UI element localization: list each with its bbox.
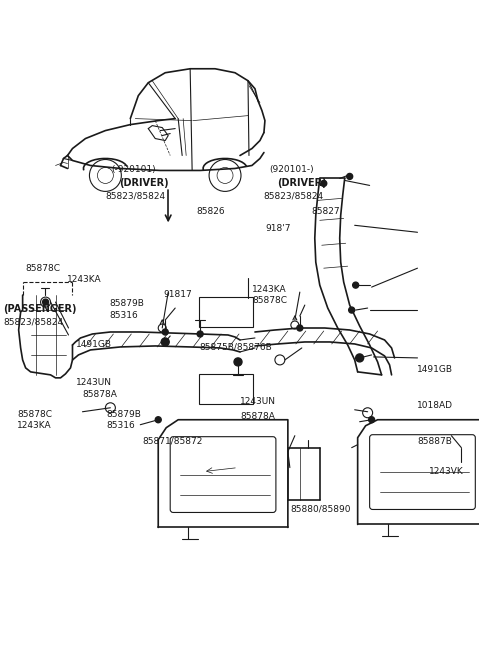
Text: 85823/85824: 85823/85824 xyxy=(263,192,323,200)
Text: (920101-): (920101-) xyxy=(270,166,314,175)
FancyBboxPatch shape xyxy=(199,374,253,404)
Text: 1243UN: 1243UN xyxy=(76,378,112,387)
Text: 91817: 91817 xyxy=(163,290,192,299)
Text: 85316: 85316 xyxy=(110,311,139,320)
Text: 85879B: 85879B xyxy=(106,411,141,419)
Circle shape xyxy=(43,299,48,305)
Circle shape xyxy=(356,354,364,362)
Circle shape xyxy=(369,417,374,422)
Text: 85823/85824: 85823/85824 xyxy=(105,192,165,200)
Text: 1243KA: 1243KA xyxy=(17,421,52,430)
Text: 85826: 85826 xyxy=(196,208,225,216)
Text: 1018AD: 1018AD xyxy=(417,401,453,411)
Text: 1243UN: 1243UN xyxy=(240,397,276,407)
Text: 85887B: 85887B xyxy=(417,437,452,445)
Text: (DRIVER): (DRIVER) xyxy=(120,178,169,188)
Text: 1243KA: 1243KA xyxy=(252,284,287,294)
Circle shape xyxy=(353,282,359,288)
Circle shape xyxy=(348,307,355,313)
Text: 85880/85890: 85880/85890 xyxy=(290,504,351,513)
Text: 1491GB: 1491GB xyxy=(76,340,112,350)
Text: 1491GB: 1491GB xyxy=(417,365,453,374)
Text: 85878C: 85878C xyxy=(252,296,287,306)
FancyBboxPatch shape xyxy=(370,435,475,509)
FancyBboxPatch shape xyxy=(170,437,276,512)
Circle shape xyxy=(321,181,327,187)
Circle shape xyxy=(234,358,242,366)
Circle shape xyxy=(197,331,203,337)
Text: 85871/85872: 85871/85872 xyxy=(142,437,202,445)
Text: 918'7: 918'7 xyxy=(265,225,290,233)
Text: 85878A: 85878A xyxy=(82,390,117,399)
Text: 85878A: 85878A xyxy=(240,413,275,421)
Text: 1243VK: 1243VK xyxy=(429,467,464,476)
Text: 85823/85824: 85823/85824 xyxy=(3,317,63,327)
Text: 85827: 85827 xyxy=(312,208,340,216)
Text: 85875B/85876B: 85875B/85876B xyxy=(199,342,272,351)
Text: (DRIVER): (DRIVER) xyxy=(277,178,327,188)
Circle shape xyxy=(347,173,353,179)
Text: (PASSENGER): (PASSENGER) xyxy=(3,304,77,314)
Text: 85316: 85316 xyxy=(106,421,135,430)
FancyBboxPatch shape xyxy=(199,297,253,327)
Circle shape xyxy=(162,329,168,335)
Circle shape xyxy=(297,325,303,331)
Text: 85878C: 85878C xyxy=(25,263,60,273)
Text: (-920101): (-920101) xyxy=(112,166,156,175)
Circle shape xyxy=(161,338,169,346)
Circle shape xyxy=(155,417,161,422)
Text: 85879B: 85879B xyxy=(110,299,144,308)
Text: 85878C: 85878C xyxy=(17,411,52,419)
Text: 1243KA: 1243KA xyxy=(67,275,101,284)
